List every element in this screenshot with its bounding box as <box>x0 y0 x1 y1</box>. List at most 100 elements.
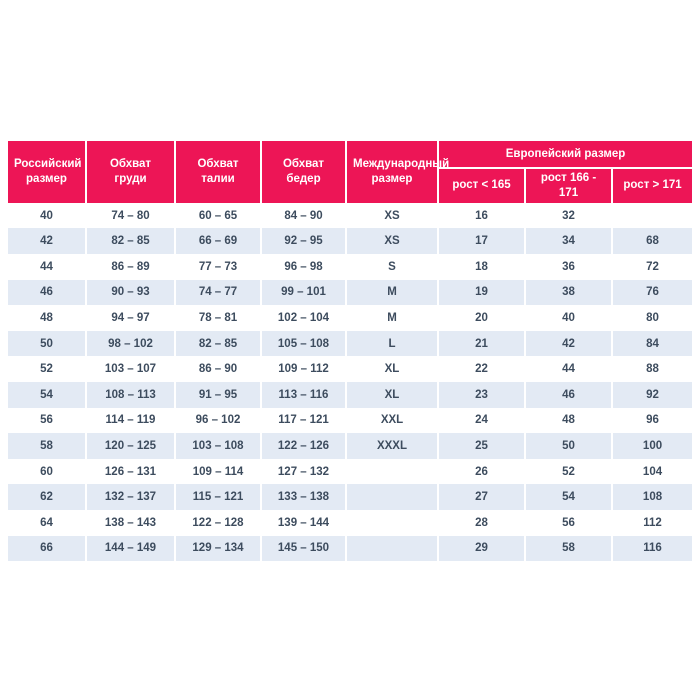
table-row: 48 94 – 97 78 – 81 102 – 104 M 20 40 80 <box>8 305 693 331</box>
table-cell: 23 <box>439 382 526 408</box>
header-row-sub: рост < 165 рост 166 - 171 рост > 171 <box>8 169 693 203</box>
col-header-waist: Обхват талии <box>176 141 262 203</box>
table-cell: 92 – 95 <box>262 228 347 255</box>
table-row: 44 86 – 89 77 – 73 96 – 98 S 18 36 72 <box>8 254 693 280</box>
header-row-main: Российский размер Обхват груди Обхват та… <box>8 141 693 203</box>
table-cell: 20 <box>439 305 526 331</box>
table-cell: 50 <box>526 433 613 459</box>
table-cell: 66 – 69 <box>176 228 262 255</box>
table-cell: 36 <box>526 254 613 280</box>
table-cell: 108 – 113 <box>87 382 176 408</box>
col-header-russian-size: Российский размер <box>8 141 87 203</box>
table-cell: 91 – 95 <box>176 382 262 408</box>
table-cell: 86 – 90 <box>176 356 262 383</box>
col-header-european-size: Европейский размер <box>439 141 693 169</box>
table-cell: XXXL <box>347 433 439 459</box>
table-cell: M <box>347 305 439 331</box>
table-cell: 34 <box>526 228 613 255</box>
table-cell: 90 – 93 <box>87 279 176 306</box>
table-cell: 48 <box>526 407 613 434</box>
table-cell: S <box>347 254 439 280</box>
table-cell: 25 <box>439 433 526 459</box>
table-cell: 113 – 116 <box>262 382 347 408</box>
subcol-header-height-gt-171: рост > 171 <box>613 169 693 203</box>
table-cell: 74 – 80 <box>87 202 176 229</box>
table-cell: 114 – 119 <box>87 407 176 434</box>
table-cell: 42 <box>8 228 87 255</box>
table-cell: 120 – 125 <box>87 433 176 459</box>
table-body: 40 74 – 80 60 – 65 84 – 90 XS 16 32 42 82 – 85 66… <box>8 202 693 562</box>
table-cell: 80 <box>613 305 693 331</box>
table-row: 40 74 – 80 60 – 65 84 – 90 XS 16 32 <box>8 202 693 229</box>
table-cell: 108 <box>613 484 693 510</box>
table-cell: 109 – 112 <box>262 356 347 383</box>
table-cell: 28 <box>439 510 526 536</box>
table-cell: XS <box>347 228 439 255</box>
table-cell: 40 <box>526 305 613 331</box>
table-cell: 94 – 97 <box>87 305 176 331</box>
table-cell: 115 – 121 <box>176 484 262 510</box>
table-cell: 96 – 102 <box>176 407 262 434</box>
table-cell: 19 <box>439 279 526 306</box>
table-cell: 46 <box>526 382 613 408</box>
table-cell: 40 <box>8 202 87 229</box>
table-cell: 52 <box>526 458 613 485</box>
table-row: 56 114 – 119 96 – 102 117 – 121 XXL 24 48 96 <box>8 407 693 434</box>
table-row: 54 108 – 113 91 – 95 113 – 116 XL 23 46 92 <box>8 382 693 408</box>
table-cell: 112 <box>613 510 693 536</box>
table-cell: 21 <box>439 330 526 357</box>
table-cell: 76 <box>613 279 693 306</box>
table-cell: 44 <box>8 254 87 280</box>
table-cell: 138 – 143 <box>87 510 176 536</box>
table-cell: 103 – 107 <box>87 356 176 383</box>
table-row: 52 103 – 107 86 – 90 109 – 112 XL 22 44 88 <box>8 356 693 383</box>
table-cell: 32 <box>526 202 613 229</box>
table-cell: 102 – 104 <box>262 305 347 331</box>
table-cell: 84 <box>613 330 693 357</box>
table-cell: 16 <box>439 202 526 229</box>
table-cell: 96 – 98 <box>262 254 347 280</box>
table-row: 60 126 – 131 109 – 114 127 – 132 26 52 104 <box>8 458 693 485</box>
table-cell: 58 <box>526 535 613 562</box>
table-cell: 126 – 131 <box>87 458 176 485</box>
table-cell: 104 <box>613 458 693 485</box>
table-cell: 27 <box>439 484 526 510</box>
table-cell: 145 – 150 <box>262 535 347 562</box>
table-cell: 62 <box>8 484 87 510</box>
table-cell: 99 – 101 <box>262 279 347 306</box>
table-cell: 78 – 81 <box>176 305 262 331</box>
table-cell: XL <box>347 382 439 408</box>
table-cell: 116 <box>613 535 693 562</box>
table-cell: 60 – 65 <box>176 202 262 229</box>
subcol-header-height-lt-165: рост < 165 <box>439 169 526 203</box>
table-cell: 26 <box>439 458 526 485</box>
table-cell: 100 <box>613 433 693 459</box>
table-cell: 56 <box>526 510 613 536</box>
table-cell: 54 <box>8 382 87 408</box>
table-cell: 88 <box>613 356 693 383</box>
col-header-hips: Обхват бедер <box>262 141 347 203</box>
table-cell: 24 <box>439 407 526 434</box>
table-cell: 84 – 90 <box>262 202 347 229</box>
table-cell: 38 <box>526 279 613 306</box>
table-cell: XS <box>347 202 439 229</box>
table-cell: 17 <box>439 228 526 255</box>
table-cell: 144 – 149 <box>87 535 176 562</box>
table-row: 66 144 – 149 129 – 134 145 – 150 29 58 116 <box>8 535 693 562</box>
table-cell: 18 <box>439 254 526 280</box>
table-cell: 103 – 108 <box>176 433 262 459</box>
table-cell: XL <box>347 356 439 383</box>
size-chart-table: Российский размер Обхват груди Обхват та… <box>8 141 693 562</box>
table-cell: 117 – 121 <box>262 407 347 434</box>
table-cell: 132 – 137 <box>87 484 176 510</box>
col-header-chest: Обхват груди <box>87 141 176 203</box>
table-cell: 109 – 114 <box>176 458 262 485</box>
table-cell: 122 – 128 <box>176 510 262 536</box>
table-cell: 122 – 126 <box>262 433 347 459</box>
table-cell: 92 <box>613 382 693 408</box>
table-cell: 72 <box>613 254 693 280</box>
table-header: Российский размер Обхват груди Обхват та… <box>8 141 693 203</box>
table-cell: 64 <box>8 510 87 536</box>
table-row: 58 120 – 125 103 – 108 122 – 126 XXXL 25 50 100 <box>8 433 693 459</box>
